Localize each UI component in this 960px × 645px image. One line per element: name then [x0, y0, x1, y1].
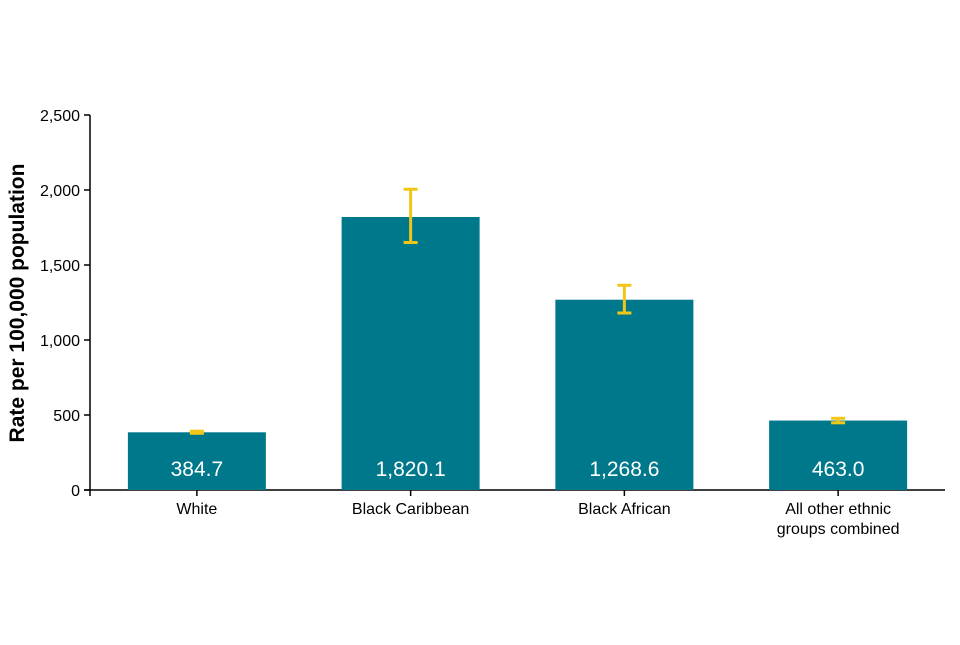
- bar-2: [555, 299, 694, 490]
- y-tick-label: 0: [71, 483, 80, 500]
- value-label: 1,820.1: [376, 458, 446, 481]
- bar-0: [127, 432, 266, 490]
- y-tick-label: 2,000: [40, 183, 80, 200]
- y-tick-label: 1,500: [40, 258, 80, 275]
- error-bar: [403, 187, 418, 244]
- y-tick-label: 1,000: [40, 333, 80, 350]
- y-tick-label: 500: [53, 408, 80, 425]
- value-label: 463.0: [812, 458, 865, 481]
- y-axis-title: Rate per 100,000 population: [6, 164, 29, 443]
- x-category-label: All other ethnic groups combined: [777, 501, 900, 538]
- error-bar: [617, 283, 632, 315]
- x-category-label: Black Caribbean: [352, 501, 469, 518]
- error-bar: [831, 416, 846, 425]
- y-tick-label: 2,500: [40, 108, 80, 125]
- bar-3: [769, 420, 908, 490]
- x-category-label: White: [176, 501, 217, 518]
- bar-1: [341, 216, 480, 491]
- error-bar: [189, 429, 204, 435]
- x-category-label: Black African: [578, 501, 670, 518]
- value-label: 384.7: [171, 458, 224, 481]
- value-label: 1,268.6: [589, 458, 659, 481]
